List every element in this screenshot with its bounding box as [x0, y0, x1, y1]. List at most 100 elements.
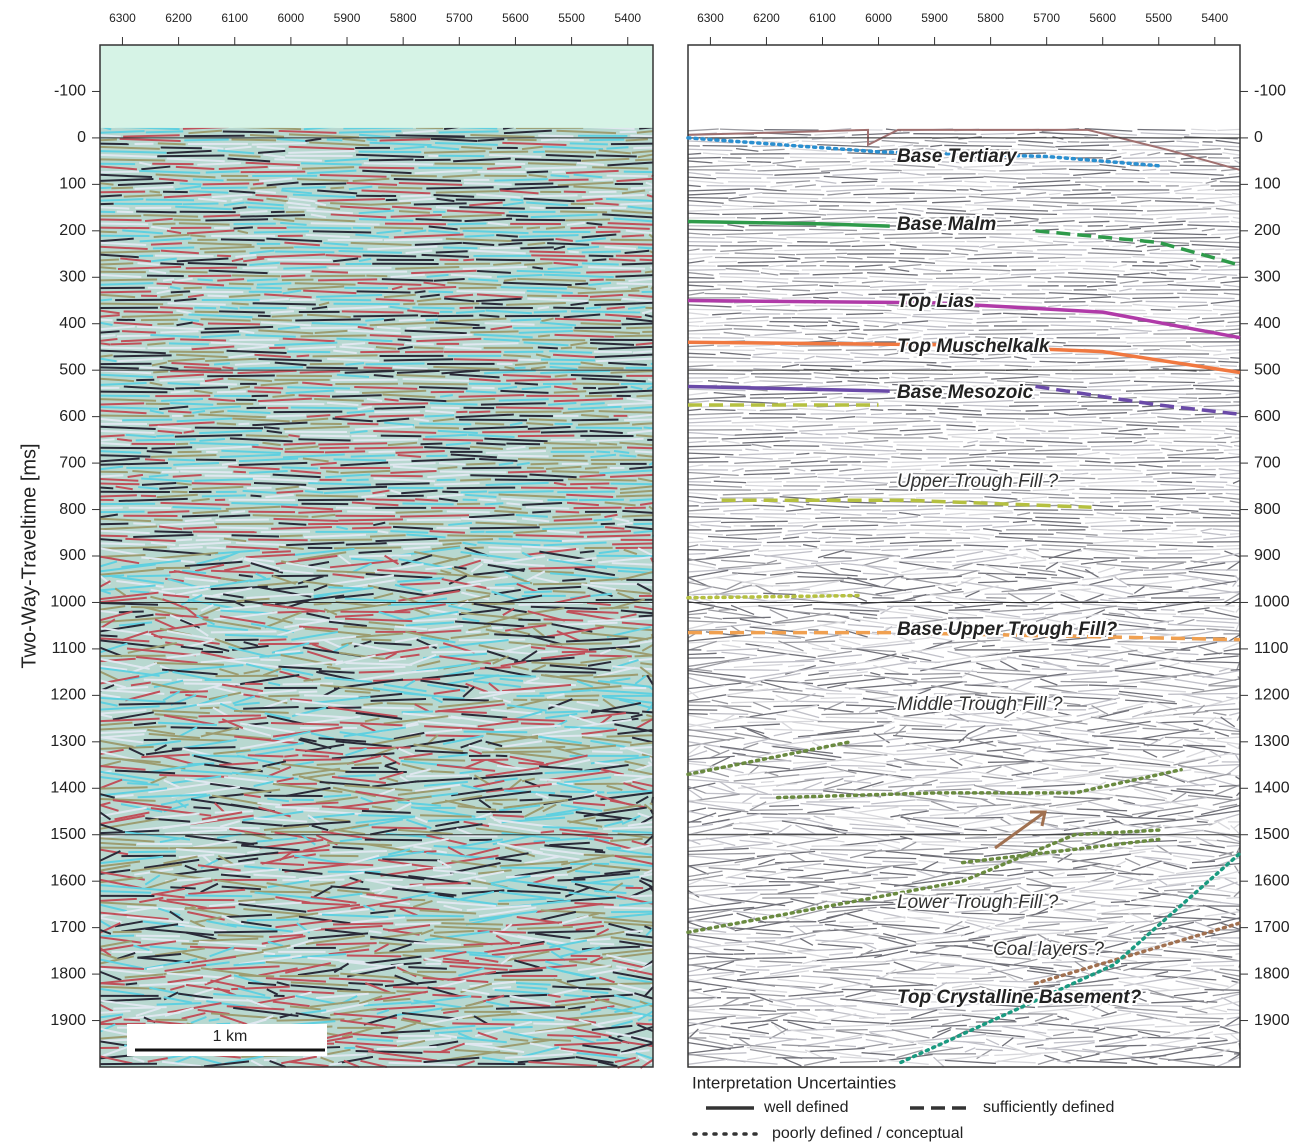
reflector: [203, 214, 241, 218]
reflector: [559, 828, 609, 836]
reflector: [463, 941, 520, 946]
reflector: [621, 262, 654, 266]
reflector: [200, 330, 240, 334]
reflector: [218, 550, 241, 562]
reflector: [533, 582, 588, 586]
reflector: [311, 305, 328, 310]
reflector: [121, 923, 179, 933]
reflector: [462, 342, 519, 346]
reflector: [258, 329, 314, 335]
reflector: [484, 942, 544, 954]
reflector: [271, 642, 310, 654]
reflector: [567, 478, 637, 482]
reflector: [125, 982, 138, 986]
reflector: [384, 398, 399, 402]
reflector: [228, 282, 254, 286]
reflector: [884, 380, 924, 384]
reflector: [360, 723, 376, 732]
reflector: [713, 576, 774, 588]
reflector: [428, 229, 461, 235]
reflector: [1023, 500, 1071, 504]
reflector: [193, 754, 232, 765]
reflector: [126, 916, 190, 924]
reflector: [371, 734, 421, 746]
reflector: [611, 1020, 633, 1028]
reflector: [476, 293, 523, 299]
reflector: [817, 549, 845, 559]
y-tick-label: 0: [77, 129, 86, 146]
reflector: [154, 618, 176, 630]
reflector: [351, 501, 399, 507]
reflector: [444, 799, 476, 809]
reflector: [99, 776, 148, 784]
reflector: [445, 237, 512, 243]
reflector: [687, 440, 707, 444]
reflector: [203, 643, 230, 652]
reflector: [246, 592, 314, 600]
reflector: [479, 457, 518, 462]
reflector: [441, 578, 490, 590]
reflector: [1099, 163, 1126, 168]
reflector: [383, 358, 454, 362]
reflector: [222, 593, 244, 599]
reflector: [637, 153, 654, 159]
reflector: [935, 260, 978, 264]
reflector: [190, 1016, 207, 1024]
reflector: [481, 750, 552, 754]
reflector: [687, 576, 709, 587]
reflector: [332, 786, 377, 798]
reflector: [822, 524, 879, 528]
reflector: [136, 655, 198, 664]
reflector: [1022, 344, 1063, 348]
reflector: [216, 422, 237, 426]
reflector: [255, 995, 296, 1005]
reflector: [867, 272, 918, 276]
reflector: [518, 601, 584, 606]
reflector: [957, 168, 996, 172]
reflector: [748, 412, 806, 415]
y-tick-label: 500: [59, 361, 86, 378]
reflector: [192, 594, 221, 598]
reflector: [813, 296, 829, 300]
reflector: [921, 408, 933, 412]
reflector: [620, 1042, 654, 1054]
reflector: [1009, 548, 1022, 552]
reflector: [1167, 451, 1224, 456]
reflector: [123, 385, 175, 391]
reflector: [844, 550, 901, 557]
reflector: [720, 351, 752, 356]
reflector: [937, 348, 987, 351]
reflector: [546, 693, 565, 699]
reflector: [181, 879, 213, 888]
reflector: [898, 511, 921, 516]
reflector: [163, 714, 215, 726]
reflector: [451, 567, 471, 577]
reflector: [646, 674, 654, 686]
reflector: [851, 332, 868, 336]
reflector: [339, 837, 363, 843]
reflector: [111, 186, 133, 190]
reflector: [221, 885, 261, 891]
reflector: [1175, 148, 1221, 152]
reflector: [1225, 324, 1241, 327]
reflector: [477, 1031, 498, 1041]
reflector: [540, 258, 588, 262]
reflector: [596, 998, 637, 1010]
reflector: [838, 528, 877, 531]
reflector: [553, 261, 579, 266]
reflector: [1205, 179, 1217, 184]
reflector: [235, 541, 286, 547]
reflector: [238, 857, 259, 863]
reflector: [630, 285, 649, 291]
reflector: [145, 817, 191, 823]
reflector: [148, 732, 200, 739]
reflector: [1219, 180, 1241, 183]
reflector: [188, 129, 223, 135]
reflector: [263, 426, 280, 430]
reflector: [1234, 159, 1241, 164]
reflector: [528, 446, 547, 450]
reflector: [99, 546, 167, 550]
reflector: [252, 302, 316, 306]
reflector: [141, 482, 177, 486]
reflector: [500, 660, 527, 667]
